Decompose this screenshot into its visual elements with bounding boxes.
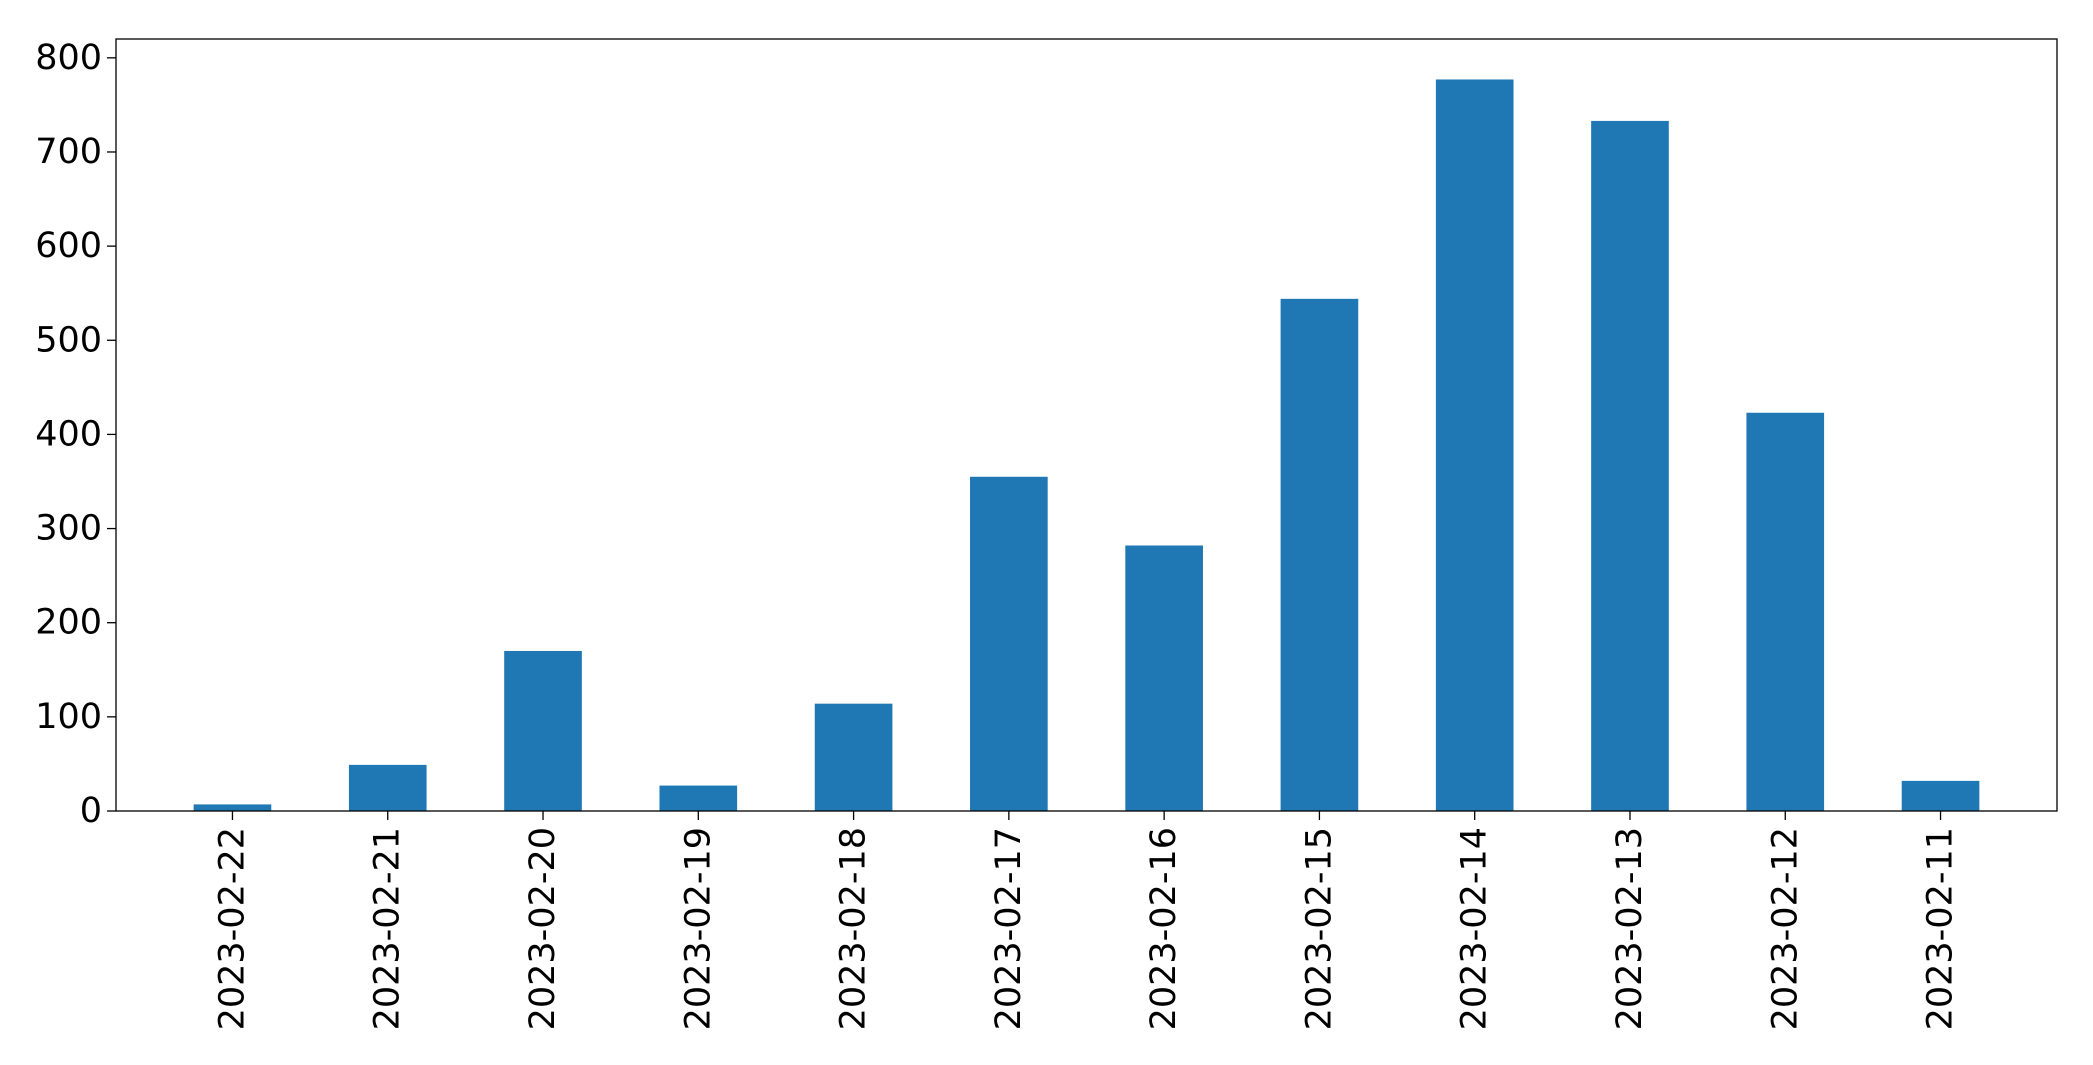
y-tick-label: 200 xyxy=(35,603,102,643)
y-tick-label: 700 xyxy=(35,132,102,172)
plot-frame xyxy=(115,38,2058,812)
y-tick-label: 600 xyxy=(35,226,102,266)
y-tick-label: 500 xyxy=(35,320,102,360)
x-tick-label: 2023-02-12 xyxy=(1765,827,1805,1030)
y-tick-label: 300 xyxy=(35,509,102,549)
bar-2023-02-13 xyxy=(1591,120,1669,811)
x-tick-label: 2023-02-17 xyxy=(989,827,1029,1030)
y-tick-label: 800 xyxy=(35,38,102,78)
bar-2023-02-11 xyxy=(1901,780,1980,811)
x-tick-label: 2023-02-21 xyxy=(368,827,408,1030)
x-tick-label: 2023-02-14 xyxy=(1455,827,1495,1030)
x-tick-label: 2023-02-19 xyxy=(678,827,718,1030)
x-tick-label: 2023-02-20 xyxy=(523,827,563,1030)
bars-group xyxy=(193,79,1980,812)
bar-2023-02-19 xyxy=(659,785,738,811)
bar-2023-02-12 xyxy=(1746,412,1825,811)
x-axis: 2023-02-22 2023-02-21 2023-02-20 2023-02-19… xyxy=(212,811,1961,1030)
x-tick-label: 2023-02-16 xyxy=(1144,827,1184,1030)
x-tick-label: 2023-02-22 xyxy=(212,827,252,1030)
bar-2023-02-15 xyxy=(1280,298,1359,812)
bar-2023-02-17 xyxy=(970,476,1048,811)
y-tick-label: 400 xyxy=(35,414,102,454)
bar-2023-02-16 xyxy=(1125,545,1203,811)
bar-2023-02-18 xyxy=(814,703,893,811)
bar-2023-02-14 xyxy=(1435,79,1514,812)
y-tick-label: 100 xyxy=(35,697,102,737)
x-tick-label: 2023-02-11 xyxy=(1921,827,1961,1030)
y-axis: 0 100 200 300 400 500 600 700 800 xyxy=(35,38,116,831)
y-tick-label: 0 xyxy=(80,791,102,831)
bar-2023-02-21 xyxy=(348,764,427,811)
x-tick-label: 2023-02-18 xyxy=(834,827,874,1030)
x-tick-label: 2023-02-13 xyxy=(1610,827,1650,1030)
bar-2023-02-22 xyxy=(193,804,272,811)
bar-2023-02-20 xyxy=(504,650,582,811)
x-tick-label: 2023-02-15 xyxy=(1299,827,1339,1030)
